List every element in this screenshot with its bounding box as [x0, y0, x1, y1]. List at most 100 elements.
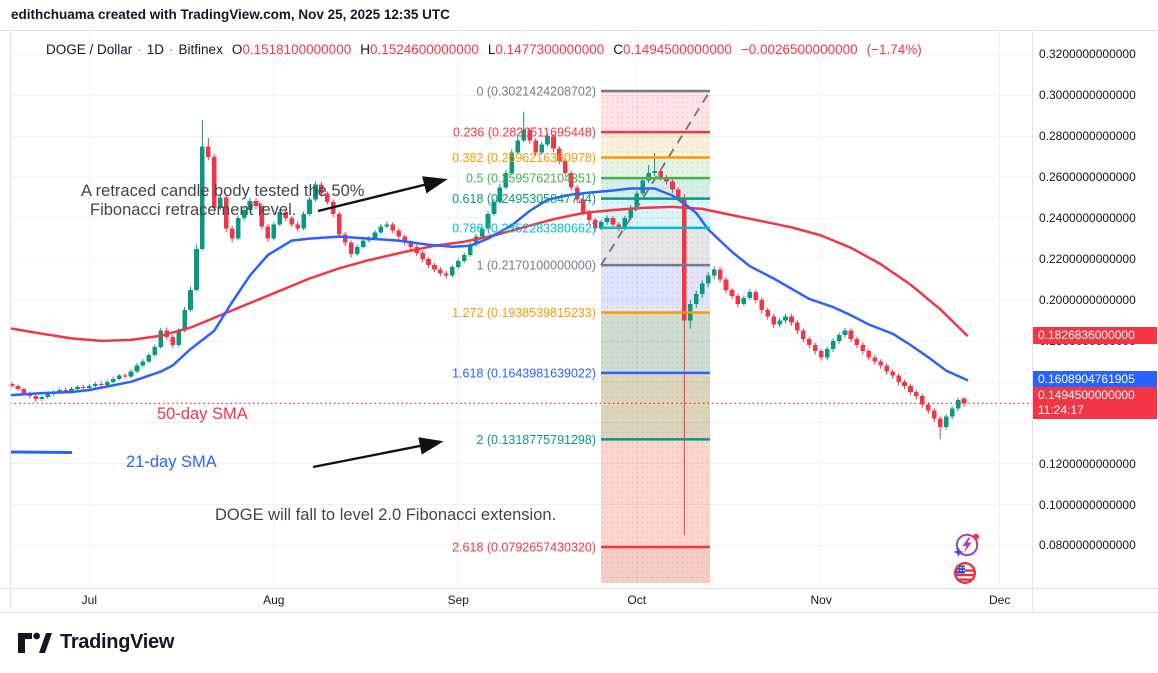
low-value: 0.1477300000000: [495, 42, 605, 57]
annotation-fib-retrace-note[interactable]: A retraced candle body tested the 50% Fi…: [81, 182, 364, 219]
high-label: H: [360, 42, 370, 57]
candle: [301, 214, 306, 229]
candle: [920, 396, 925, 405]
annotation-sma50-label[interactable]: 50-day SMA: [157, 405, 248, 423]
candle: [670, 181, 675, 190]
annotation-sma21-label[interactable]: 21-day SMA: [126, 453, 217, 471]
candle: [75, 386, 80, 389]
candle: [194, 248, 199, 290]
candle: [325, 193, 330, 202]
ai-lightning-event-icon[interactable]: [952, 530, 982, 565]
candle: [789, 316, 794, 323]
candle: [259, 205, 265, 227]
price-axis-label: 0.2800000000000: [1039, 129, 1136, 144]
time-axis-label-nov: Nov: [810, 593, 832, 607]
candle: [884, 365, 889, 372]
candle: [682, 197, 687, 321]
candle: [420, 252, 425, 260]
candle: [640, 180, 645, 194]
candle: [848, 330, 854, 339]
candle: [926, 404, 931, 411]
fib-band-texture: [601, 91, 710, 583]
footer-divider: [0, 612, 1158, 613]
candle: [336, 214, 342, 235]
annotation-line-1: A retraced candle body tested the 50%: [81, 182, 365, 200]
candle: [432, 265, 437, 270]
candle: [223, 197, 229, 229]
tradingview-logo[interactable]: TradingView: [16, 628, 174, 656]
candle: [753, 291, 759, 300]
change-value: −0.0026500000000: [740, 42, 858, 57]
candle: [217, 197, 223, 208]
price-axis-label: 0.2200000000000: [1039, 252, 1136, 267]
candle: [735, 295, 741, 305]
candle: [116, 375, 122, 379]
candle: [497, 187, 503, 202]
candle: [140, 361, 146, 366]
close-value: 0.1494500000000: [622, 42, 732, 57]
candle: [937, 418, 943, 427]
candle: [247, 200, 253, 210]
candle: [283, 212, 288, 219]
candle: [354, 246, 360, 254]
candle: [128, 371, 134, 377]
candle: [872, 357, 878, 362]
price-axis-label: 0.2000000000000: [1039, 292, 1136, 307]
us-flag-event-icon[interactable]: [950, 558, 980, 593]
symbol-info-bar[interactable]: DOGE / Dollar · 1D · Bitfinex O0.151810000000…: [46, 42, 922, 57]
candle: [188, 289, 193, 311]
candle: [265, 226, 271, 239]
arrow-annotation-down[interactable]: [312, 437, 444, 469]
fib-level-label: 1.272 (0.1938539815233): [452, 306, 596, 320]
symbol-name[interactable]: DOGE / Dollar: [46, 42, 133, 57]
change-percent: (−1.74%): [866, 42, 922, 57]
candle: [521, 130, 526, 141]
candle: [717, 269, 723, 280]
candle: [634, 193, 640, 208]
candle: [842, 330, 848, 335]
price-axis-label: 0.2400000000000: [1039, 211, 1136, 226]
candle: [812, 344, 818, 352]
fib-level-label: 0 (0.3021424208702): [476, 85, 596, 99]
candle: [200, 146, 205, 249]
candle: [176, 330, 181, 345]
fib-level-label: 0.5 (0.2595762104351): [466, 172, 596, 186]
candle: [81, 386, 86, 388]
candle: [307, 199, 312, 215]
candle: [545, 136, 550, 145]
candle: [229, 228, 235, 239]
candle: [342, 234, 348, 243]
candle: [771, 316, 776, 325]
candle: [485, 214, 491, 229]
candle: [592, 220, 598, 229]
candle: [134, 365, 140, 372]
candle: [658, 171, 663, 178]
candle: [348, 242, 354, 254]
interval[interactable]: 1D: [146, 42, 165, 57]
candle: [98, 383, 104, 385]
blue-trendline-segment[interactable]: [9, 450, 73, 454]
candle: [807, 338, 812, 345]
time-axis[interactable]: Jul Aug Sep Oct Nov Dec: [0, 588, 1032, 612]
candle: [747, 291, 753, 298]
candle: [741, 297, 747, 305]
candle: [15, 385, 21, 389]
candle: [866, 351, 872, 358]
price-axis[interactable]: 0.3200000000000 0.3000000000000 0.28000000…: [1032, 30, 1158, 588]
candle: [836, 334, 842, 341]
fib-level-label: 0.786 (0.2352283380662): [452, 221, 596, 235]
fib-level-label: 2.618 (0.0792657430320): [452, 541, 596, 555]
candle: [914, 392, 919, 397]
candle: [723, 279, 729, 290]
candle: [616, 224, 622, 229]
candle: [908, 385, 913, 393]
annotation-fib-extension-note[interactable]: DOGE will fall to level 2.0 Fibonacci ex…: [215, 506, 557, 524]
sma21-line[interactable]: [10, 187, 969, 397]
candle: [271, 224, 277, 239]
candle: [122, 375, 128, 377]
candle: [711, 269, 717, 276]
fib-level-label: 0.236 (0.2820511695448): [453, 126, 596, 140]
time-axis-label-sep: Sep: [447, 593, 469, 607]
arrow-annotation-up[interactable]: [317, 176, 448, 213]
